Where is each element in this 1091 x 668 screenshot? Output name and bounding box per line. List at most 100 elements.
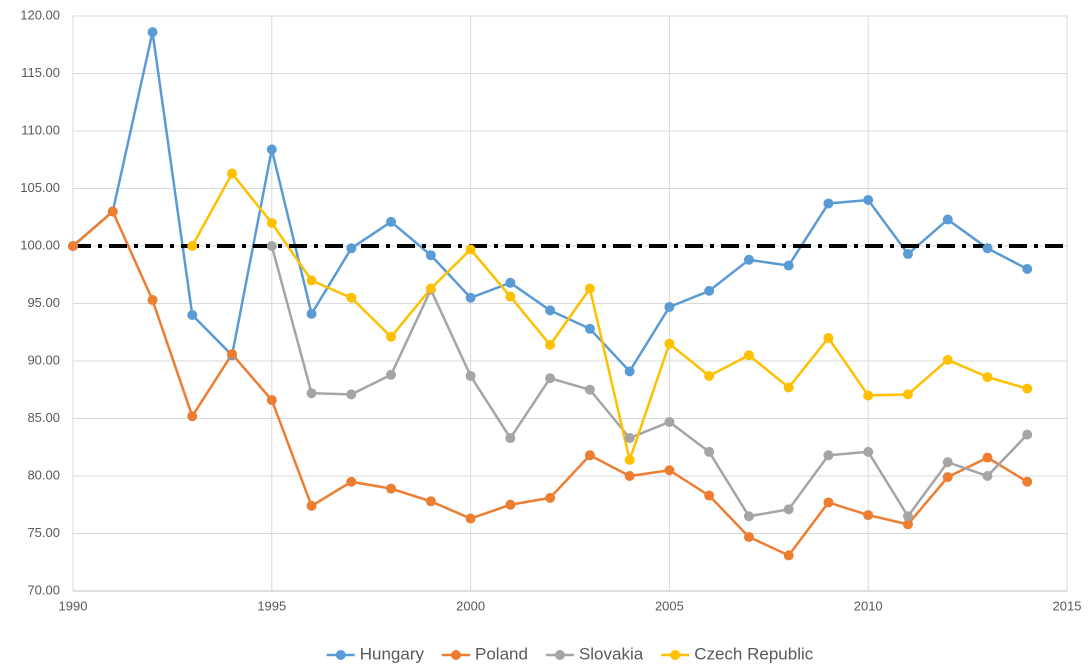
data-point [783,260,794,271]
data-point [266,395,277,406]
data-point [664,338,675,349]
legend-label: Poland [475,644,528,663]
data-point [823,198,834,209]
data-point [505,499,516,510]
legend-label: Slovakia [579,644,644,663]
x-tick-label: 2005 [655,598,684,613]
data-point [982,471,993,481]
data-point [266,144,277,155]
data-point [902,389,913,400]
data-point [624,433,635,444]
data-point [902,511,913,522]
y-tick-label: 95.00 [27,295,60,310]
data-point [505,277,516,288]
data-point [664,416,675,427]
data-point [545,492,556,503]
data-point [704,490,715,501]
data-point [306,308,317,319]
data-point [386,331,397,342]
data-point [187,241,198,251]
data-point [863,510,874,521]
legend-label: Czech Republic [694,644,814,663]
data-point [783,550,794,561]
legend-marker [335,650,346,660]
data-point [624,366,635,377]
data-point [783,504,794,515]
data-point [306,500,317,511]
data-point [982,372,993,383]
series-line [72,209,1028,557]
data-point [743,350,754,361]
data-point [425,250,436,261]
data-point [902,249,913,260]
x-tick-label: 2000 [456,598,485,613]
data-point [982,452,993,463]
data-point [107,206,118,217]
y-tick-label: 85.00 [27,410,60,425]
y-tick-label: 75.00 [27,525,60,540]
data-point [68,241,78,251]
y-tick-label: 100.00 [20,237,60,252]
data-point [227,349,238,360]
data-point [823,333,834,343]
data-point [1022,264,1033,274]
data-point [425,496,436,507]
data-point [505,291,516,302]
data-point [187,411,198,422]
y-tick-label: 70.00 [27,582,60,597]
data-point [346,243,357,254]
data-point [425,283,436,294]
data-point [624,471,635,481]
y-tick-label: 115.00 [21,65,60,80]
data-point [584,450,595,461]
data-point [743,531,754,542]
data-point [783,382,794,393]
data-point [902,519,913,530]
x-tick-label: 1990 [59,598,88,613]
data-point [704,370,715,381]
y-tick-label: 80.00 [27,467,60,482]
legend-marker [670,650,681,660]
data-point [584,323,595,334]
data-point [942,472,953,483]
data-point [1022,476,1033,487]
data-point [545,373,556,384]
data-point [823,497,834,508]
legend-item: Czech Republic [661,644,814,663]
data-point [584,283,595,294]
data-point [465,292,476,303]
data-point [624,454,635,465]
legend-marker [451,650,461,660]
series-line [191,171,1028,465]
data-point [863,195,874,205]
data-point [584,384,595,395]
y-tick-label: 110.00 [21,122,60,137]
data-point [306,275,317,286]
data-point [942,214,953,225]
data-point [942,354,953,365]
data-point [1022,383,1033,394]
data-point [346,292,357,303]
data-point [227,168,238,179]
legend: Hungary Poland Slovakia Czech Republic [326,644,814,663]
data-point [386,216,397,227]
data-point [386,369,397,380]
data-point [505,433,516,444]
data-point [704,285,715,296]
y-tick-label: 120.00 [20,7,60,22]
y-tick-label: 105.00 [20,180,60,195]
data-point [704,446,715,457]
data-point [386,483,397,494]
data-point [465,513,476,524]
data-point [743,254,754,265]
data-point [664,301,675,312]
data-point [465,244,476,255]
data-point [863,390,874,401]
data-point [823,450,834,461]
data-point [982,243,993,254]
data-point [664,465,675,476]
data-point [863,446,874,457]
x-tick-label: 2015 [1053,598,1082,613]
data-point [942,457,953,468]
